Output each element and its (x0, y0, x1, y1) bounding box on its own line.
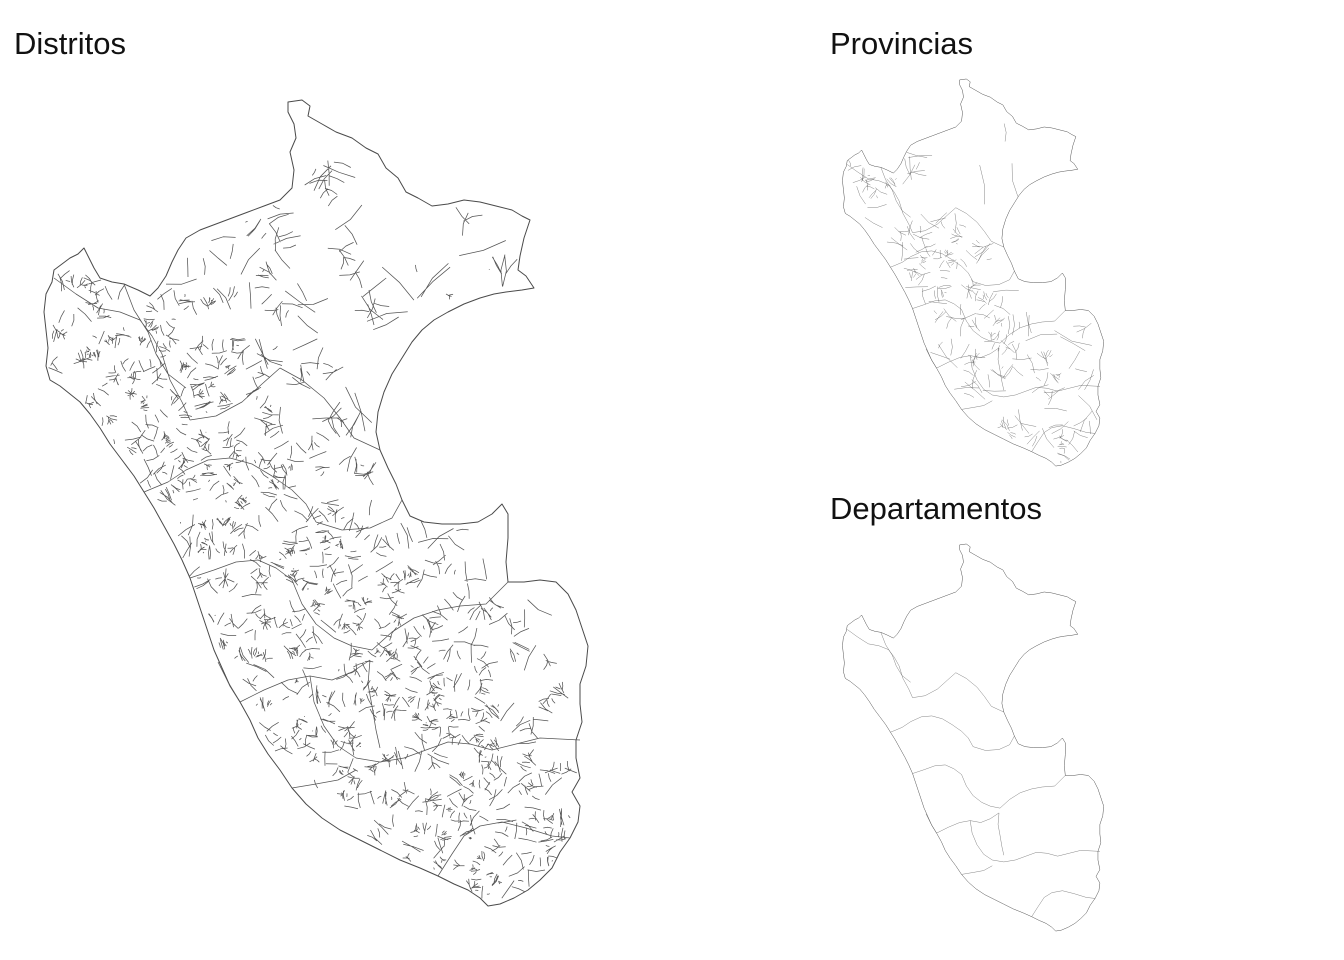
province-boundaries (847, 123, 1098, 464)
district-boundaries (48, 160, 577, 899)
panel-title-distritos: Distritos (14, 26, 126, 61)
department-major-boundaries (847, 629, 1100, 917)
province-map (842, 78, 1104, 467)
department-outline (842, 543, 1104, 932)
district-major-boundaries (53, 277, 581, 877)
district-regions (43, 99, 589, 907)
province-major-boundaries (847, 164, 1100, 452)
department-map (842, 543, 1104, 932)
panel-title-provincias: Provincias (830, 26, 973, 61)
district-outline (43, 99, 589, 907)
department-regions (842, 543, 1104, 932)
district-map (43, 99, 589, 907)
panel-title-departamentos: Departamentos (830, 491, 1042, 526)
province-outline (842, 78, 1104, 467)
province-regions (842, 78, 1104, 467)
